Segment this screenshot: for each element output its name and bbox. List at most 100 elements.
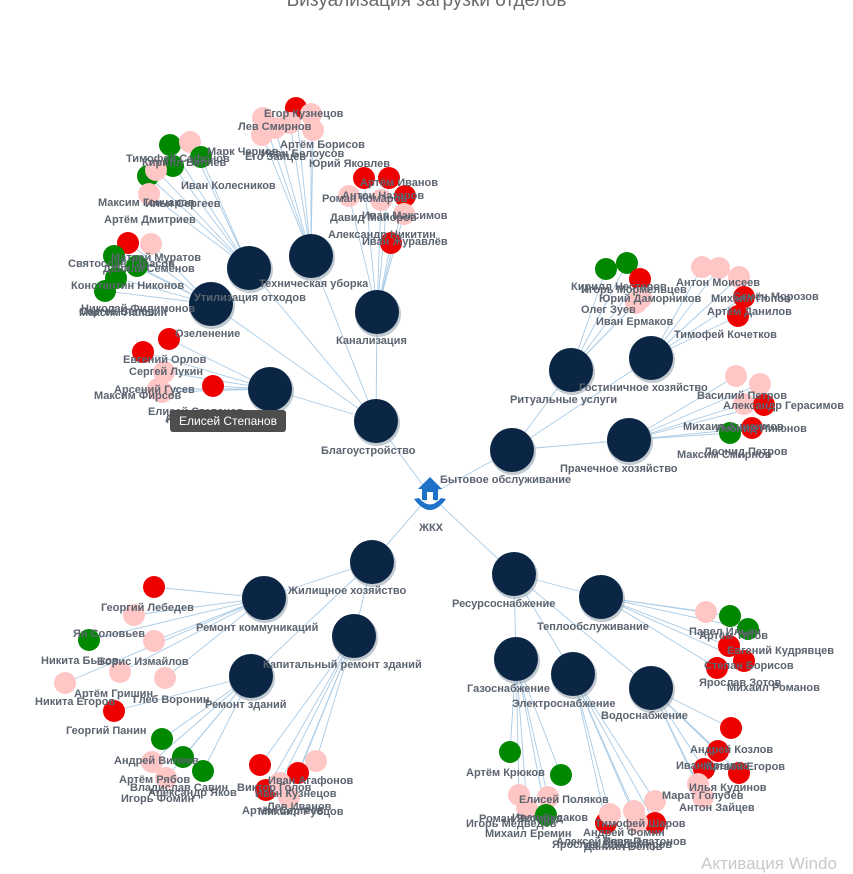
employee-node[interactable] xyxy=(393,203,415,225)
employee-node[interactable] xyxy=(140,233,162,255)
employee-node[interactable] xyxy=(143,576,165,598)
employee-node[interactable] xyxy=(132,341,154,363)
root-node[interactable] xyxy=(414,477,446,510)
employee-node[interactable] xyxy=(154,667,176,689)
department-node[interactable] xyxy=(551,652,595,696)
employee-node[interactable] xyxy=(126,255,148,277)
employee-node[interactable] xyxy=(727,305,749,327)
department-label: Гостиничное хозяйство xyxy=(579,382,708,394)
employee-node[interactable] xyxy=(535,804,557,826)
employee-node[interactable] xyxy=(378,167,400,189)
employee-node[interactable] xyxy=(370,189,392,211)
department-node[interactable] xyxy=(579,575,623,619)
employee-node[interactable] xyxy=(143,630,165,652)
employee-node[interactable] xyxy=(719,605,741,627)
employee-node[interactable] xyxy=(117,232,139,254)
department-node[interactable] xyxy=(494,637,538,681)
department-node[interactable] xyxy=(549,348,593,392)
employee-node[interactable] xyxy=(190,146,212,168)
department-node[interactable] xyxy=(607,418,651,462)
employee-node[interactable] xyxy=(644,812,666,834)
employee-node[interactable] xyxy=(145,159,167,181)
employee-node[interactable] xyxy=(155,767,177,789)
employee-node[interactable] xyxy=(708,257,730,279)
employee-node[interactable] xyxy=(630,287,652,309)
employee-node[interactable] xyxy=(123,604,145,626)
department-node[interactable] xyxy=(248,367,292,411)
employee-node[interactable] xyxy=(249,754,271,776)
employee-node[interactable] xyxy=(192,760,214,782)
employee-node[interactable] xyxy=(737,618,759,640)
employee-node[interactable] xyxy=(302,119,324,141)
employee-node[interactable] xyxy=(103,245,125,267)
employee-node[interactable] xyxy=(719,422,741,444)
department-node[interactable] xyxy=(227,246,271,290)
employee-node[interactable] xyxy=(733,650,755,672)
employee-node[interactable] xyxy=(300,103,322,125)
department-node[interactable] xyxy=(289,234,333,278)
employee-node[interactable] xyxy=(78,629,100,651)
department-node[interactable] xyxy=(629,666,673,710)
employee-node[interactable] xyxy=(692,786,714,808)
employee-node[interactable] xyxy=(172,746,194,768)
employee-node[interactable] xyxy=(720,717,742,739)
employee-node[interactable] xyxy=(151,728,173,750)
employee-node[interactable] xyxy=(151,381,173,403)
department-node[interactable] xyxy=(332,614,376,658)
employee-node[interactable] xyxy=(695,601,717,623)
employee-node[interactable] xyxy=(616,252,638,274)
employee-node[interactable] xyxy=(550,764,572,786)
employee-node[interactable] xyxy=(153,361,175,383)
employee-node[interactable] xyxy=(725,365,747,387)
department-node[interactable] xyxy=(355,290,399,334)
employee-node[interactable] xyxy=(599,803,621,825)
employee-node[interactable] xyxy=(728,762,750,784)
employee-node[interactable] xyxy=(138,183,160,205)
employee-node[interactable] xyxy=(499,741,521,763)
employee-node[interactable] xyxy=(629,268,651,290)
employee-node[interactable] xyxy=(269,772,291,794)
department-node[interactable] xyxy=(189,282,233,326)
employee-node[interactable] xyxy=(718,635,740,657)
employee-node[interactable] xyxy=(353,167,375,189)
group-node[interactable] xyxy=(354,399,398,443)
employee-node[interactable] xyxy=(279,112,301,134)
department-node[interactable] xyxy=(629,336,673,380)
employee-node[interactable] xyxy=(728,266,750,288)
employee-node[interactable] xyxy=(753,394,775,416)
employee-node[interactable] xyxy=(595,258,617,280)
employee-node[interactable] xyxy=(741,417,763,439)
group-label: Ресурсоснабжение xyxy=(452,598,555,610)
employee-node[interactable] xyxy=(706,657,728,679)
employee-node[interactable] xyxy=(733,393,755,415)
employee-node[interactable] xyxy=(394,185,416,207)
employee-node[interactable] xyxy=(733,286,755,308)
employee-node[interactable] xyxy=(162,155,184,177)
employee-node[interactable] xyxy=(380,232,402,254)
employee-node[interactable] xyxy=(644,790,666,812)
employee-node[interactable] xyxy=(94,280,116,302)
employee-node[interactable] xyxy=(707,740,729,762)
employee-node[interactable] xyxy=(109,661,131,683)
employee-node[interactable] xyxy=(159,134,181,156)
department-node[interactable] xyxy=(242,576,286,620)
employee-node[interactable] xyxy=(54,672,76,694)
employee-node[interactable] xyxy=(287,762,309,784)
employee-node[interactable] xyxy=(516,797,538,819)
employee-node[interactable] xyxy=(103,700,125,722)
employee-node[interactable] xyxy=(305,750,327,772)
group-node[interactable] xyxy=(350,540,394,584)
department-node[interactable] xyxy=(229,654,273,698)
employee-node[interactable] xyxy=(158,328,180,350)
employee-node[interactable] xyxy=(537,786,559,808)
employee-node[interactable] xyxy=(691,256,713,278)
employee-node[interactable] xyxy=(626,811,648,833)
group-node[interactable] xyxy=(492,552,536,596)
group-node[interactable] xyxy=(490,428,534,472)
employee-node[interactable] xyxy=(749,373,771,395)
employee-node[interactable] xyxy=(141,751,163,773)
employee-node[interactable] xyxy=(338,185,360,207)
edge-department-employee xyxy=(259,635,355,766)
employee-node[interactable] xyxy=(202,375,224,397)
